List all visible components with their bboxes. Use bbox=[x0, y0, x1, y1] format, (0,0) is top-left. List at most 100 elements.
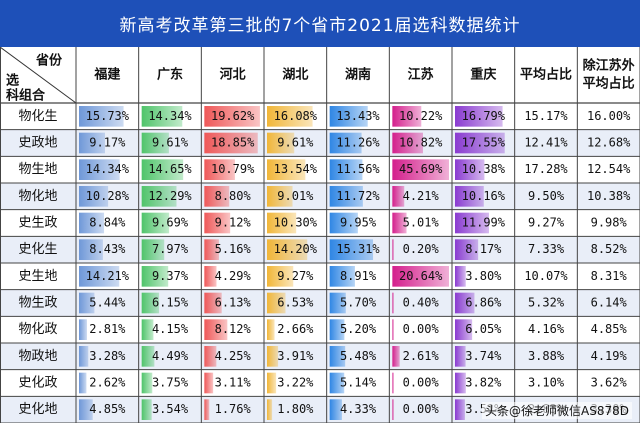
data-bar bbox=[204, 239, 219, 260]
cell-value: 18.85% bbox=[211, 136, 255, 150]
data-bar bbox=[455, 132, 505, 154]
data-bar bbox=[455, 319, 473, 340]
cell-value: 3.74% bbox=[465, 349, 502, 363]
data-bar bbox=[204, 346, 217, 367]
data-bar bbox=[141, 399, 152, 420]
cell-value: 6.53% bbox=[277, 296, 314, 310]
cell-value: 10.07% bbox=[524, 269, 568, 283]
data-bar bbox=[141, 266, 169, 287]
cell-value: 2.62% bbox=[89, 376, 126, 390]
cell-value: 14.20% bbox=[274, 242, 318, 256]
cell-value: 3.11% bbox=[215, 376, 252, 390]
data-bar bbox=[329, 212, 358, 234]
cell-value: 10.79% bbox=[211, 162, 255, 176]
cell-value: 5.32% bbox=[528, 296, 565, 310]
data-bar bbox=[455, 106, 503, 127]
data-bar bbox=[455, 292, 475, 314]
cell-value: 12.54% bbox=[587, 162, 631, 176]
data-bar bbox=[267, 132, 295, 154]
row-label: 物政地 bbox=[18, 349, 57, 364]
cell-value: 5.70% bbox=[340, 296, 377, 310]
cell-value: 4.19% bbox=[591, 349, 628, 363]
cell-value: 3.75% bbox=[152, 376, 189, 390]
data-bar bbox=[79, 106, 124, 127]
data-bar bbox=[329, 372, 345, 394]
table-row-bg bbox=[0, 129, 640, 157]
cell-value: 14.34% bbox=[86, 162, 130, 176]
cell-value: 8.43% bbox=[89, 242, 126, 256]
data-bar bbox=[204, 319, 228, 340]
cell-value: 7.33% bbox=[528, 242, 565, 256]
table-row-bg bbox=[0, 236, 640, 263]
cell-value: 8.17% bbox=[465, 242, 502, 256]
column-header-7: 平均占比 bbox=[520, 67, 572, 83]
data-bar bbox=[204, 212, 231, 234]
cell-value: 4.85% bbox=[591, 322, 628, 336]
data-bar bbox=[267, 106, 313, 127]
data-bar bbox=[204, 372, 214, 394]
row-label: 史政地 bbox=[18, 136, 57, 151]
cell-value: 2.66% bbox=[277, 322, 314, 336]
cell-value: 12.29% bbox=[148, 189, 192, 203]
data-bar bbox=[79, 132, 105, 154]
cell-value: 1.80% bbox=[277, 402, 314, 416]
data-bar bbox=[267, 159, 306, 180]
data-bar bbox=[267, 186, 293, 207]
data-bar bbox=[329, 266, 355, 287]
data-bar bbox=[141, 132, 169, 154]
corner-label-select: 选 bbox=[6, 73, 19, 89]
corner-diagonal bbox=[0, 47, 77, 104]
data-bar bbox=[267, 212, 297, 234]
data-bar bbox=[455, 346, 466, 367]
cell-value: 15.17% bbox=[524, 109, 568, 123]
data-bar bbox=[392, 292, 394, 314]
cell-value: 11.26% bbox=[336, 136, 380, 150]
data-bar bbox=[204, 186, 230, 207]
cell-value: 0.40% bbox=[403, 296, 440, 310]
data-bar bbox=[392, 159, 449, 180]
cell-value: 10.82% bbox=[399, 136, 443, 150]
cell-value: 5.14% bbox=[340, 376, 377, 390]
data-bar bbox=[329, 346, 346, 367]
data-bar bbox=[329, 239, 374, 260]
data-bar bbox=[329, 159, 363, 180]
data-bar bbox=[141, 346, 155, 367]
cell-value: 0.00% bbox=[403, 402, 440, 416]
cell-value: 10.28% bbox=[86, 189, 130, 203]
cell-value: 8.91% bbox=[340, 269, 377, 283]
row-label: 史生地 bbox=[18, 269, 57, 284]
cell-value: 17.28% bbox=[524, 162, 568, 176]
data-bar bbox=[79, 292, 95, 314]
cell-value: 10.38% bbox=[462, 162, 506, 176]
cell-value: 3.88% bbox=[528, 349, 565, 363]
cell-value: 9.17% bbox=[89, 136, 126, 150]
data-bar bbox=[141, 292, 160, 314]
data-bar bbox=[455, 372, 466, 394]
cell-value: 15.31% bbox=[336, 242, 380, 256]
data-bar bbox=[267, 319, 275, 340]
data-bar bbox=[141, 159, 184, 180]
cell-value: 9.27% bbox=[277, 269, 314, 283]
cell-value: 7.97% bbox=[152, 242, 189, 256]
data-bar bbox=[141, 239, 165, 260]
column-header-line2-8: 平均占比 bbox=[583, 76, 635, 92]
cell-value: 6.05% bbox=[465, 322, 502, 336]
column-header-5: 江苏 bbox=[408, 67, 434, 83]
cell-value: 9.61% bbox=[277, 136, 314, 150]
data-bar bbox=[141, 319, 154, 340]
cell-value: 9.12% bbox=[215, 216, 252, 230]
cell-value: 5.16% bbox=[215, 242, 252, 256]
data-bar bbox=[392, 186, 405, 207]
cell-value: 16.79% bbox=[462, 109, 506, 123]
cell-value: 4.29% bbox=[215, 269, 252, 283]
cell-value: 4.33% bbox=[340, 402, 377, 416]
cell-value: 3.80% bbox=[465, 269, 502, 283]
data-bar bbox=[392, 372, 394, 394]
data-bar bbox=[267, 239, 308, 260]
cell-value: 11.56% bbox=[336, 162, 380, 176]
cell-value: 4.21% bbox=[403, 189, 440, 203]
cell-value: 2.61% bbox=[403, 349, 440, 363]
cell-value: 5.48% bbox=[340, 349, 377, 363]
cell-value: 8.80% bbox=[215, 189, 252, 203]
